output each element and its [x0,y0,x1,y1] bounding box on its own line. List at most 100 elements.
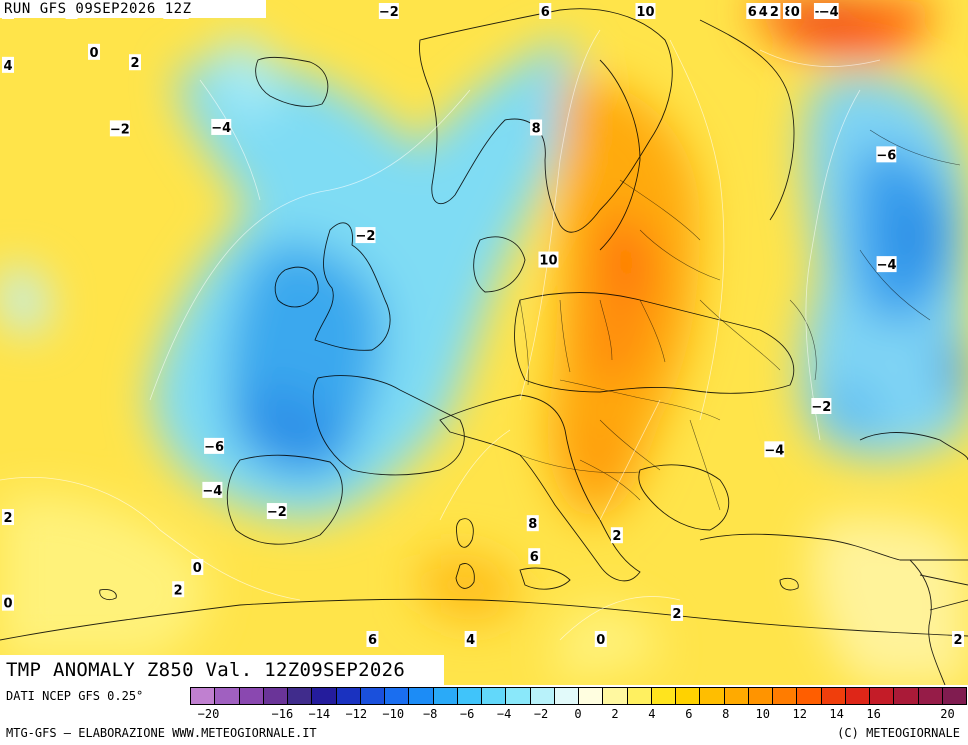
legend-tick: −8 [422,707,438,721]
run-label: RUN GFS 09SEP2026 12Z [0,0,266,18]
isotherms [0,29,881,641]
contour-label-text: 8 [528,517,537,532]
contour-label-bg [876,256,897,273]
contour-label-text: −2 [379,5,399,20]
credit-right: (C) METEOGIORNALE [837,726,960,740]
contour-label-bg [366,631,379,647]
contour-label-bg [202,481,223,498]
contour-label: 8 [526,515,539,532]
contour-label: −2 [266,503,287,520]
contour-label-bg [204,437,225,454]
anomaly-field [0,0,968,685]
contour-label-text: 2 [953,633,962,648]
legend-swatch [675,687,701,705]
legend-swatch [772,687,798,705]
contour-label: 2 [2,509,14,526]
contour-label-text: −2 [356,229,376,244]
legend-swatch [747,687,773,705]
legend-swatch [917,687,943,705]
contour-label: −2 [378,3,399,20]
legend-swatch [869,687,895,705]
legend-tick: −12 [345,707,368,721]
contour-label-text: 10 [636,5,654,20]
legend-swatch [820,687,846,705]
contour-label-bg [594,631,607,647]
contour-label: −2 [109,120,130,137]
contour-label: 10 [538,251,559,269]
legend-swatch [699,687,725,705]
footer: DATI NCEP GFS 0.25° −20 −16 −14 −12 −10 −8 −6−… [0,685,968,745]
contour-label-bg [757,3,770,19]
contour-label-bg [172,581,185,598]
legend-tick: −20 [197,707,220,721]
legend-swatch [602,687,628,705]
legend-tick: −6 [459,707,475,721]
legend-swatch [311,687,337,705]
contour-label: 2 [610,527,623,544]
contour-label-text: −4 [819,5,839,20]
contour-label: −2 [355,227,376,244]
legend-swatch [723,687,749,705]
contour-label-bg [2,509,14,526]
contour-label-bg [109,120,130,137]
contour-label: 6 [539,3,552,20]
contour-label: 4 [2,56,14,74]
contour-label-text: −2 [811,400,831,415]
contour-label-bg [811,398,832,414]
contour-label-text: 6 [530,550,539,565]
legend-swatch [408,687,434,705]
contour-label-bg [539,3,552,19]
legend-tick: 0 [574,707,582,721]
legend-tick: 8 [722,707,730,721]
contour-label-bg [378,3,399,19]
legend-tick: −4 [496,707,512,721]
contour-label: 0 [594,631,607,648]
contour-label-bg [355,227,376,244]
legend-swatch [287,687,313,705]
contour-label-text: 2 [174,583,183,598]
legend-swatch [650,687,676,705]
contour-label-bg [764,441,785,458]
contour-label-text: 2 [612,529,621,544]
contour-label-bg [530,119,543,136]
contour-label-text: 0 [3,597,12,612]
contour-label-text: −4 [764,443,784,458]
contour-label-text: 6 [748,5,757,20]
legend-tick: −2 [533,707,549,721]
contour-label-text: −4 [211,121,231,136]
contour-label-bg [746,3,759,19]
contour-label-bg [2,594,14,611]
contour-label-bg [464,631,477,647]
contour-label-text: −4 [202,484,222,499]
temperature-anomaly-map: 02−2206402−2−4−2−6−4−2020268101086420−2−… [0,0,968,685]
contour-label-text: 0 [193,561,202,576]
contour-label-text: −4 [877,258,897,273]
contour-label-text: −6 [204,440,224,455]
legend-swatch [481,687,507,705]
contour-label: −4 [876,256,897,273]
contour-label: 2 [670,604,683,622]
legend-swatch [262,687,288,705]
legend-swatch [384,687,410,705]
contour-label-text: 2 [672,607,681,622]
legend-tick: 20 [940,707,955,721]
data-source-label: DATI NCEP GFS 0.25° [6,689,144,703]
legend-swatch [893,687,919,705]
legend-tick: 6 [685,707,693,721]
legend-tick: 16 [866,707,881,721]
legend-swatch [578,687,604,705]
contour-label-bg [670,604,683,621]
contour-label-text: 10 [539,254,557,269]
contour-label-bg [211,118,232,135]
contour-label: 2 [129,54,142,71]
contour-label-text: −6 [876,148,896,163]
contour-label: 0 [2,594,14,612]
contour-label: −4 [818,3,839,20]
credit-left: MTG-GFS – ELABORAZIONE WWW.METEOGIORNALE… [6,726,317,740]
contour-label: −4 [764,441,785,458]
contour-label: 6 [366,631,379,648]
legend-tick: 14 [829,707,844,721]
contour-label-text: 2 [770,5,779,20]
contour-label: −2 [811,398,832,415]
contour-label-text: 4 [3,59,12,74]
